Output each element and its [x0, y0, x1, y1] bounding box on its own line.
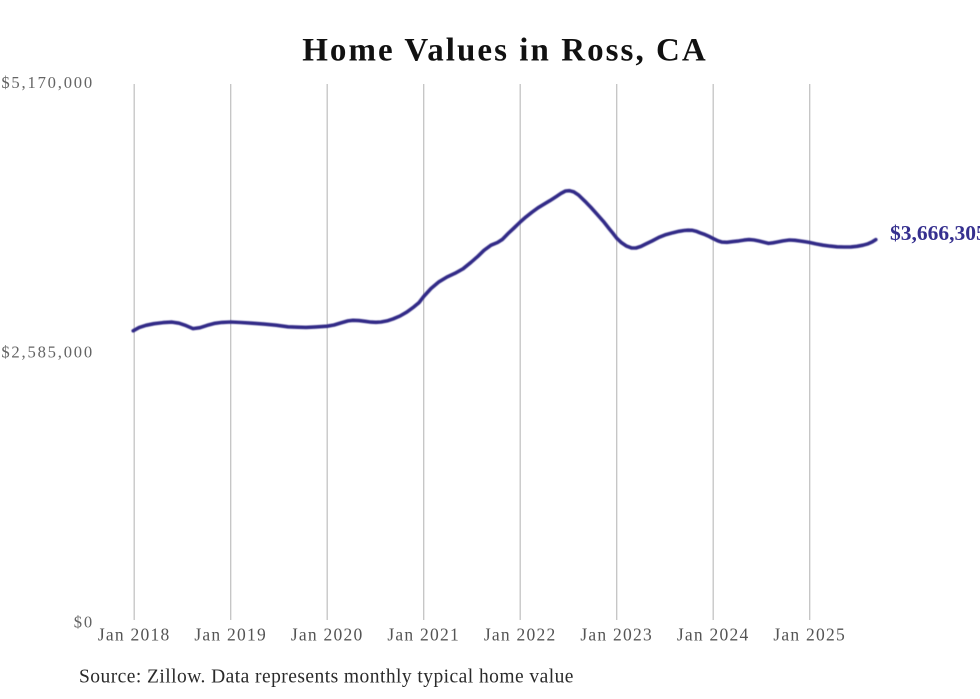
svg-text:$3,666,305: $3,666,305 [890, 221, 980, 245]
svg-text:Jan 2025: Jan 2025 [773, 625, 846, 645]
svg-text:Jan 2020: Jan 2020 [291, 625, 364, 645]
svg-text:Jan 2024: Jan 2024 [677, 625, 750, 645]
svg-text:Jan 2022: Jan 2022 [484, 625, 557, 645]
svg-text:Home Values in Ross, CA: Home Values in Ross, CA [302, 33, 708, 69]
svg-text:$5,170,000: $5,170,000 [1, 73, 94, 92]
svg-text:Jan 2018: Jan 2018 [98, 625, 171, 645]
svg-text:$2,585,000: $2,585,000 [1, 343, 94, 362]
svg-text:Jan 2021: Jan 2021 [387, 625, 460, 645]
svg-text:Jan 2023: Jan 2023 [580, 625, 653, 645]
svg-text:Jan 2019: Jan 2019 [194, 625, 267, 645]
svg-text:$0: $0 [74, 613, 94, 632]
svg-text:Source: Zillow. Data represent: Source: Zillow. Data represents monthly … [79, 667, 574, 688]
